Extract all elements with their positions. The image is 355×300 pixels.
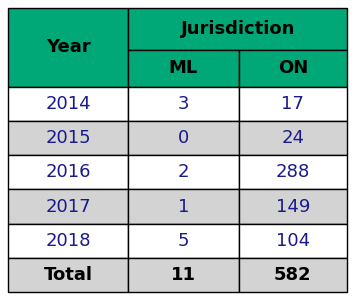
- Text: 2014: 2014: [45, 95, 91, 113]
- Text: 0: 0: [178, 129, 189, 147]
- Text: 24: 24: [281, 129, 304, 147]
- Bar: [8, 155, 129, 190]
- Text: 149: 149: [275, 198, 310, 216]
- Bar: [129, 121, 239, 155]
- Bar: [129, 50, 239, 87]
- Text: 104: 104: [276, 232, 310, 250]
- Bar: [129, 87, 239, 121]
- Text: 2015: 2015: [45, 129, 91, 147]
- Bar: [8, 87, 129, 121]
- Text: 2: 2: [178, 164, 189, 181]
- Text: 582: 582: [274, 266, 312, 284]
- Text: 288: 288: [275, 164, 310, 181]
- Bar: [8, 224, 129, 258]
- Text: 2017: 2017: [45, 198, 91, 216]
- Bar: [239, 190, 347, 224]
- Text: Total: Total: [44, 266, 93, 284]
- Text: 2016: 2016: [45, 164, 91, 181]
- Bar: [129, 8, 347, 50]
- Text: 2018: 2018: [45, 232, 91, 250]
- Text: 3: 3: [178, 95, 189, 113]
- Bar: [239, 155, 347, 190]
- Bar: [129, 258, 239, 292]
- Text: 5: 5: [178, 232, 189, 250]
- Bar: [129, 190, 239, 224]
- Bar: [239, 258, 347, 292]
- Bar: [239, 50, 347, 87]
- Text: 17: 17: [281, 95, 304, 113]
- Bar: [8, 8, 129, 87]
- Bar: [239, 87, 347, 121]
- Text: Jurisdiction: Jurisdiction: [180, 20, 295, 38]
- Text: 11: 11: [171, 266, 196, 284]
- Bar: [129, 155, 239, 190]
- Bar: [239, 224, 347, 258]
- Bar: [8, 190, 129, 224]
- Bar: [8, 121, 129, 155]
- Text: Year: Year: [46, 38, 91, 56]
- Text: ON: ON: [278, 59, 308, 77]
- Bar: [239, 121, 347, 155]
- Text: 1: 1: [178, 198, 189, 216]
- Text: ML: ML: [169, 59, 198, 77]
- Bar: [129, 224, 239, 258]
- Bar: [8, 258, 129, 292]
